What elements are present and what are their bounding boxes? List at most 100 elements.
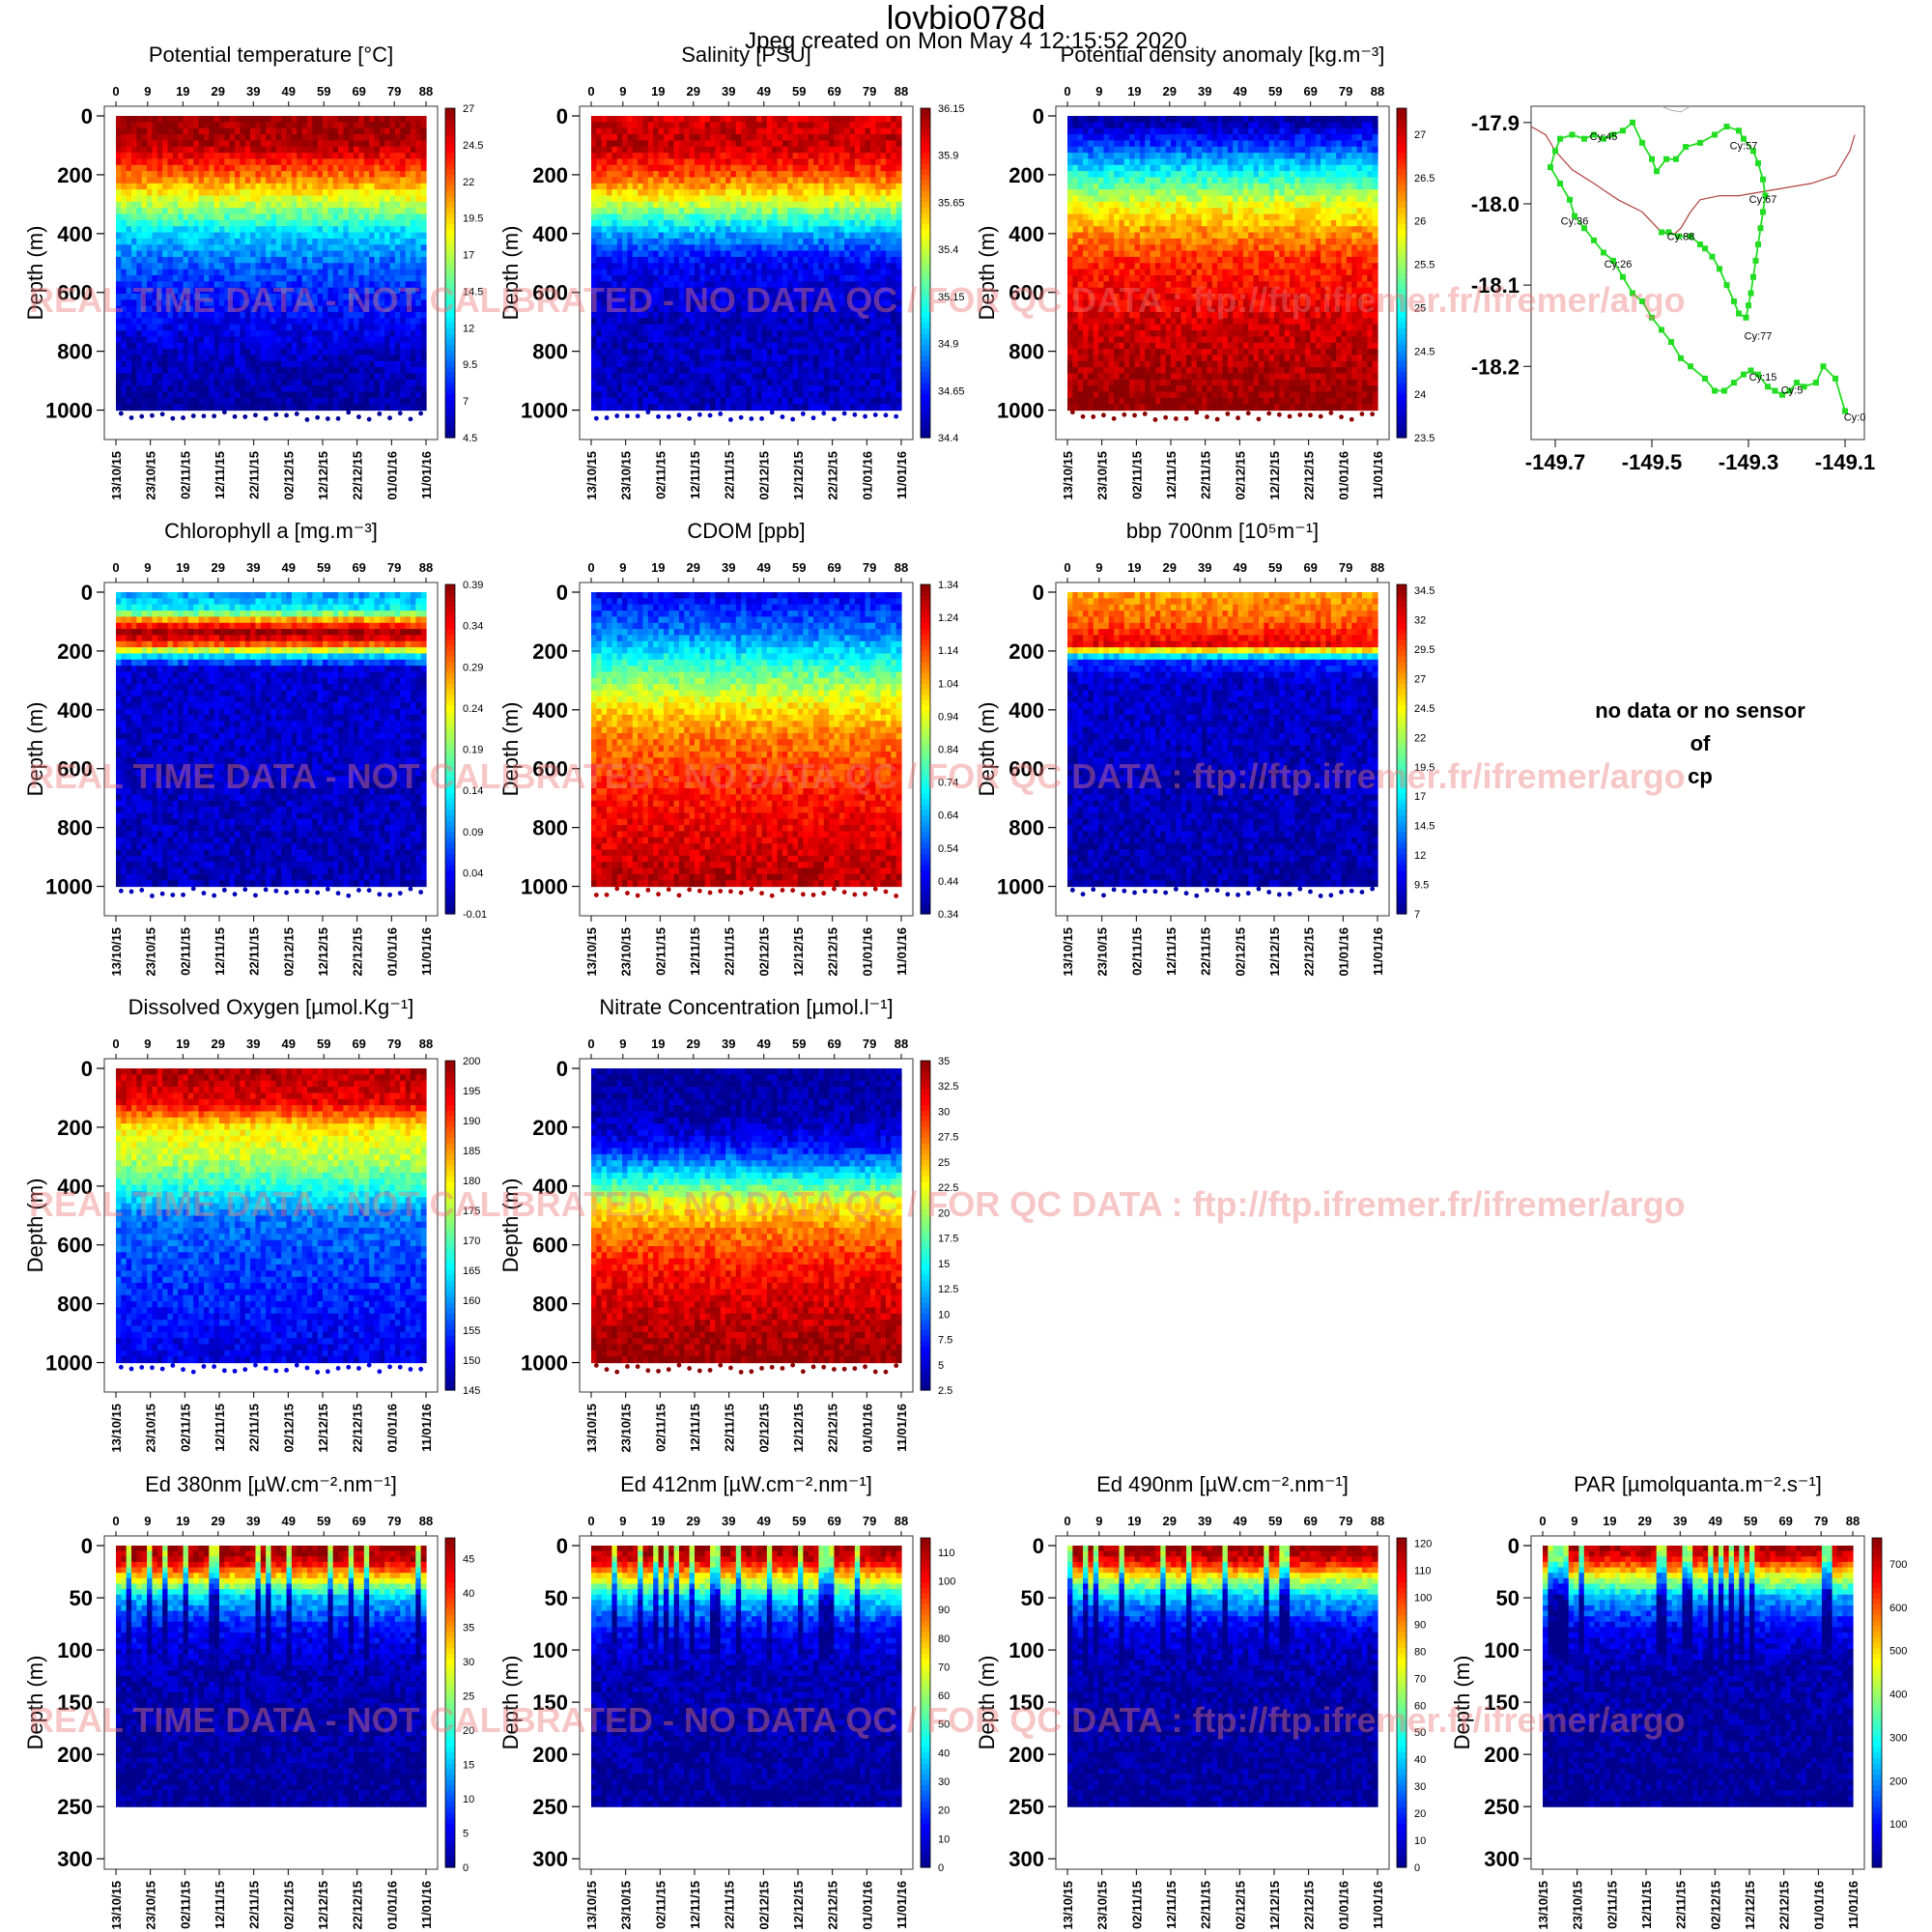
cycle-tick-label: 79: [387, 84, 401, 99]
cycle-label: Cy:77: [1745, 330, 1773, 342]
colorbar-tick-label: 29.5: [1414, 644, 1435, 656]
heatmap-cells: [116, 1068, 427, 1363]
colorbar-tick-label: 30: [938, 1106, 950, 1118]
cycle-tick-label: 29: [212, 1514, 225, 1528]
y-tick-label: 1000: [521, 875, 568, 899]
colorbar-tick-label: 10: [938, 1309, 950, 1321]
y-tick-label: -18.2: [1471, 355, 1520, 379]
heatmap-cells: [116, 1546, 427, 1807]
cycle-tick-label: 69: [1303, 560, 1317, 575]
date-tick-label: 22/12/15: [351, 927, 365, 977]
cycle-tick-label: 88: [1371, 84, 1384, 99]
cycle-tick-label: 19: [176, 84, 189, 99]
track-point: [1741, 372, 1747, 378]
colorbar-tick-label: 30: [463, 1657, 474, 1668]
y-tick-label: 250: [532, 1795, 568, 1819]
colorbar-tick-label: 7.5: [938, 1335, 952, 1347]
colorbar-tick-label: 70: [938, 1662, 950, 1673]
date-axis: 13/10/15 23/10/15 02/11/15 12/11/15 22/11/15…: [584, 440, 909, 500]
y-tick-label: 250: [1009, 1795, 1044, 1819]
colorbar-tick-label: 24.5: [1414, 346, 1435, 357]
y-tick-label: 200: [57, 163, 93, 187]
colorbar-tick-label: 200: [463, 1056, 480, 1067]
date-tick-label: 12/11/15: [213, 451, 227, 499]
colorbar-tick-label: 180: [463, 1176, 480, 1187]
date-tick-label: 12/12/15: [316, 927, 330, 977]
cycle-tick-label: 49: [282, 84, 296, 99]
date-tick-label: 01/01/16: [1811, 1881, 1826, 1930]
date-tick-label: 22/11/15: [1674, 1881, 1689, 1929]
colorbar-tick-label: 100: [938, 1576, 955, 1587]
cycle-tick-label: 29: [212, 560, 225, 575]
cycle-tick-label: 39: [246, 560, 260, 575]
track-point: [1717, 266, 1722, 271]
colorbar-tick-label: 50: [1414, 1727, 1426, 1739]
heatmap-cells: [1067, 116, 1378, 411]
y-tick-label: 0: [1033, 581, 1044, 605]
heatmap-cells: [116, 116, 427, 411]
date-tick-label: 13/10/15: [584, 1881, 599, 1930]
track-point: [1712, 388, 1718, 394]
cycle-tick-label: 88: [419, 1037, 433, 1051]
cycle-tick-label: 69: [352, 560, 365, 575]
track-point: [1721, 388, 1727, 394]
track-point: [1813, 380, 1819, 385]
map-frame: [1531, 106, 1864, 440]
y-tick-label: 400: [1009, 222, 1044, 246]
colorbar-tick-label: 600: [1889, 1603, 1907, 1614]
chart-ed412: Ed 412nm [µW.cm⁻².nm⁻¹]05010015020025030…: [498, 1472, 955, 1930]
colorbar-tick-label: 24.5: [463, 140, 483, 152]
cycle-tick-label: 49: [757, 560, 771, 575]
cycle-tick-label: 59: [317, 1514, 330, 1528]
y-tick-label: 800: [57, 816, 93, 840]
cycle-tick-label: 69: [827, 1514, 840, 1528]
track-point: [1697, 140, 1703, 146]
cycle-tick-label: 29: [687, 84, 700, 99]
track-point: [1746, 302, 1751, 308]
y-tick-label: 200: [532, 163, 568, 187]
date-tick-label: 01/01/16: [1336, 451, 1350, 500]
colorbar-tick-label: 0.84: [938, 745, 958, 756]
track-point: [1702, 376, 1708, 382]
cycle-tick-label: 88: [895, 84, 908, 99]
cycle-tick-label: 39: [246, 84, 260, 99]
date-tick-label: 01/01/16: [860, 1881, 874, 1930]
date-tick-label: 22/11/15: [723, 927, 737, 976]
cycle-tick-label: 0: [1539, 1514, 1546, 1528]
colorbar-tick-label: 19.5: [1414, 762, 1435, 774]
heatmap-cells: [116, 592, 427, 887]
colorbar-tick-label: 155: [463, 1325, 480, 1337]
bottom-dots: [594, 886, 898, 897]
bottom-dots: [119, 886, 423, 897]
chart-doxy: Dissolved Oxygen [µmol.Kg⁻¹]020040060080…: [23, 995, 480, 1453]
track-point: [1736, 311, 1742, 317]
colorbar-tick-label: 300: [1889, 1732, 1907, 1744]
cycle-tick-label: 29: [1163, 84, 1177, 99]
colorbar-tick-label: 25: [938, 1157, 950, 1169]
date-tick-label: 02/11/15: [1129, 451, 1144, 499]
cycle-label: Cy:45: [1590, 131, 1618, 143]
date-tick-label: 23/10/15: [1095, 927, 1110, 977]
cycle-tick-label: 9: [1095, 560, 1102, 575]
y-axis-label: Depth (m): [975, 702, 999, 797]
colorbar-tick-label: 10: [1414, 1835, 1426, 1847]
y-tick-label: -18.0: [1471, 192, 1520, 216]
track-point: [1712, 131, 1718, 137]
colorbar-tick-label: 35.9: [938, 151, 958, 162]
cycle-tick-label: 39: [246, 1514, 260, 1528]
date-tick-label: 01/01/16: [384, 1881, 399, 1930]
cycle-tick-label: 59: [792, 560, 806, 575]
date-tick-label: 12/11/15: [213, 1404, 227, 1452]
colorbar-tick-label: 0.04: [463, 867, 483, 879]
date-tick-label: 12/11/15: [1639, 1881, 1654, 1929]
cycle-tick-label: 79: [387, 1037, 401, 1051]
cycle-tick-label: 0: [112, 1514, 119, 1528]
y-tick-label: 1000: [45, 875, 93, 899]
y-tick-label: 1000: [997, 875, 1044, 899]
no-data-line: cp: [1688, 764, 1713, 788]
colorbar-tick-label: 12: [463, 323, 474, 334]
track-point: [1673, 156, 1679, 162]
